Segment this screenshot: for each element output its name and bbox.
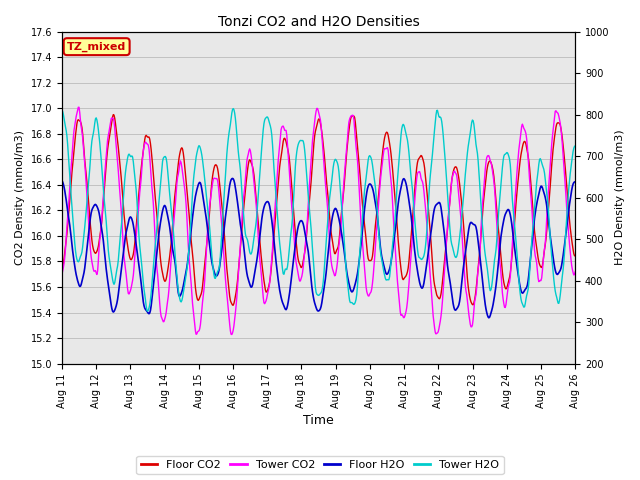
Legend: Floor CO2, Tower CO2, Floor H2O, Tower H2O: Floor CO2, Tower CO2, Floor H2O, Tower H…	[136, 456, 504, 474]
Y-axis label: H2O Density (mmol/m3): H2O Density (mmol/m3)	[615, 130, 625, 265]
Y-axis label: CO2 Density (mmol/m3): CO2 Density (mmol/m3)	[15, 130, 25, 265]
X-axis label: Time: Time	[303, 414, 334, 427]
Title: Tonzi CO2 and H2O Densities: Tonzi CO2 and H2O Densities	[218, 15, 419, 29]
Text: TZ_mixed: TZ_mixed	[67, 41, 126, 52]
